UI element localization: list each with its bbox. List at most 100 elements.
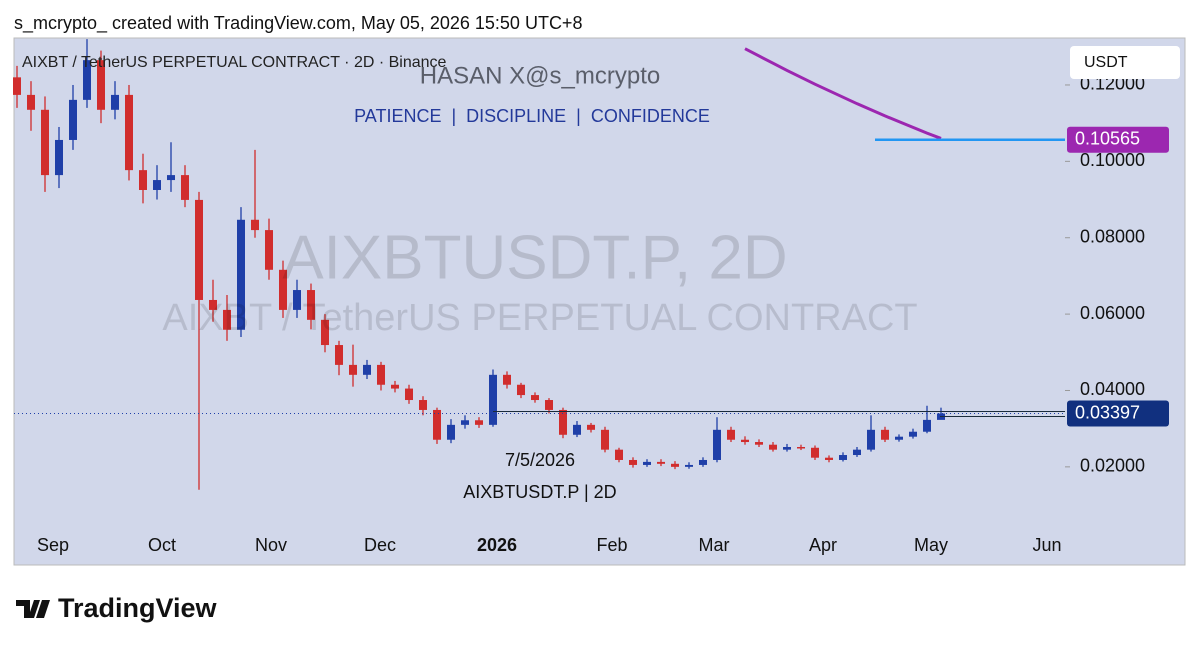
candle-body — [713, 429, 721, 460]
candle-body — [195, 199, 203, 300]
x-tick-label: Sep — [37, 535, 69, 555]
y-tick-label: 0.02000 — [1080, 456, 1145, 476]
watermark-ticker: AIXBTUSDT.P, 2D — [282, 223, 787, 292]
candle-body — [657, 461, 665, 464]
y-tick-label: 0.06000 — [1080, 303, 1145, 323]
candle-body — [783, 446, 791, 450]
candle-body — [405, 388, 413, 401]
candle-body — [181, 175, 189, 200]
moving-average — [744, 47, 942, 140]
candle-body — [811, 447, 819, 458]
candle-body — [755, 442, 763, 445]
candle-body — [83, 60, 91, 100]
price-tag — [1067, 126, 1169, 153]
candle-body — [391, 384, 399, 389]
candle-body — [223, 309, 231, 330]
last-price-tag — [1067, 400, 1169, 427]
candle-body — [615, 449, 623, 460]
candle-body — [335, 345, 343, 365]
logo-icon — [16, 600, 50, 618]
y-tick-label: 0.04000 — [1080, 379, 1145, 399]
watermark-description: AIXBT / TetherUS PERPETUAL CONTRACT — [162, 297, 917, 339]
candle-body — [307, 290, 315, 320]
candle-body — [839, 455, 847, 460]
header: s_mcrypto_ created with TradingView.com,… — [14, 13, 582, 34]
motto: PATIENCE | DISCIPLINE | CONFIDENCE — [354, 106, 710, 126]
candle-body — [125, 94, 133, 171]
symbol: AIXBT / TetherUS PERPETUAL CONTRACT · 2D… — [22, 54, 447, 71]
candle-body — [895, 436, 903, 440]
candle-body — [41, 109, 49, 176]
candle-body — [377, 364, 385, 385]
candle-body — [293, 290, 301, 310]
candle-body — [587, 424, 595, 430]
candle-body — [97, 60, 105, 110]
candle-body — [559, 409, 567, 435]
candle-body — [461, 420, 469, 425]
candle-body — [517, 384, 525, 396]
currency-label[interactable]: USDT — [1084, 54, 1128, 71]
price-tag-label: 0.10565 — [1075, 129, 1140, 149]
brand: TradingView — [58, 593, 218, 623]
candle-body — [419, 400, 427, 410]
y-tick-label: 0.08000 — [1080, 226, 1145, 246]
annotation: AIXBTUSDT.P | 2D — [463, 482, 616, 502]
candle-body — [797, 446, 805, 449]
x-tick-label: Oct — [148, 535, 176, 555]
x-tick-label: Jun — [1032, 535, 1061, 555]
candle-body — [447, 424, 455, 440]
candle-body — [321, 319, 329, 346]
x-tick-label: Apr — [809, 535, 837, 555]
candle-body — [825, 457, 833, 460]
candle-body — [251, 219, 259, 231]
candle-body — [111, 94, 119, 110]
x-tick-label: May — [914, 535, 948, 555]
candle-body — [685, 464, 693, 467]
candle-body — [349, 364, 357, 375]
candle-body — [55, 139, 63, 176]
candle-body — [923, 419, 931, 432]
candle-body — [433, 409, 441, 440]
candle-body — [475, 420, 483, 425]
y-tick-label: 0.10000 — [1080, 150, 1145, 170]
candle-body — [671, 463, 679, 467]
x-tick-label: Dec — [364, 535, 396, 555]
candle-body — [741, 439, 749, 443]
candle-body — [489, 374, 497, 425]
candle-body — [601, 429, 609, 450]
candle-body — [237, 219, 245, 330]
candle-body — [167, 175, 175, 181]
annotation: 7/5/2026 — [505, 450, 575, 470]
candle-body — [503, 374, 511, 385]
candle-body — [363, 364, 371, 375]
candle-body — [867, 429, 875, 450]
candle-body — [209, 299, 217, 310]
candle-body — [279, 269, 287, 310]
author: HASAN X@s_mcrypto — [420, 62, 660, 89]
candle-body — [531, 395, 539, 401]
x-tick-label: 2026 — [477, 535, 517, 555]
candle-body — [153, 180, 161, 190]
candle-body — [699, 459, 707, 465]
candle-body — [643, 461, 651, 465]
candle-body — [769, 444, 777, 450]
candle-body — [629, 459, 637, 465]
candle-body — [727, 429, 735, 440]
logo: TradingView — [16, 593, 218, 623]
x-tick-label: Feb — [596, 535, 627, 555]
candle-body — [853, 449, 861, 456]
candle-body — [139, 170, 147, 190]
candle-body — [909, 431, 917, 437]
candle-body — [27, 94, 35, 110]
x-tick-label: Mar — [699, 535, 730, 555]
currency-button[interactable] — [1070, 46, 1180, 79]
candle-body — [545, 400, 553, 410]
last-price-label: 0.03397 — [1075, 402, 1140, 422]
x-tick-label: Nov — [255, 535, 287, 555]
candle-body — [881, 429, 889, 440]
candle-body — [13, 77, 21, 95]
candle-body — [69, 99, 77, 140]
candle-body — [573, 424, 581, 435]
